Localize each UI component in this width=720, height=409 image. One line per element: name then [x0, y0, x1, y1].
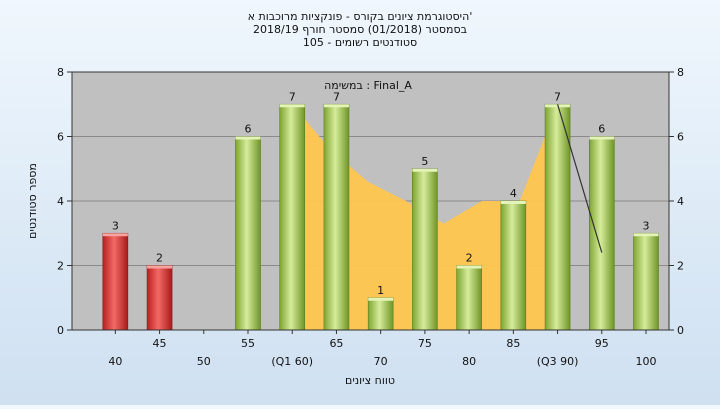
y-tick-label-left-1: 2 [57, 260, 64, 273]
x-tick-label-9: 85 [506, 337, 520, 350]
chart-title-line-3: סטודנטים רשומים - 105 [303, 36, 417, 49]
x-tick-label-8: 80 [462, 355, 476, 368]
bar-value-label-7: 5 [421, 155, 428, 168]
bar-cap-8 [456, 265, 482, 269]
bar-11 [588, 136, 615, 331]
bar-value-label-10: 7 [554, 90, 561, 103]
bar-cap-1 [147, 265, 173, 269]
trend-line [557, 104, 603, 253]
y-tick-label-right-3: 6 [677, 131, 684, 144]
bar-12 [633, 232, 659, 331]
bar-1 [146, 265, 173, 331]
x-tick-label-10: (Q3 90) [537, 355, 579, 368]
y-tick-label-left-3: 6 [57, 131, 64, 144]
y-tick-label-left-2: 4 [57, 195, 64, 208]
x-tick-label-7: 75 [418, 337, 432, 350]
bar-cap-9 [500, 201, 526, 204]
bar-6 [367, 297, 394, 331]
x-tick-label-6: 70 [374, 355, 388, 368]
x-tick-label-5: 65 [329, 337, 343, 350]
bar-value-label-9: 4 [510, 187, 517, 200]
x-tick-label-2: 50 [197, 355, 211, 368]
x-axis-label: טווח ציונים [345, 374, 395, 387]
bar-cap-6 [368, 297, 394, 301]
x-axis: 40 45 50 55 (Q1 60) 65 70 75 80 85 (Q3 90) 95 100 [108, 330, 657, 368]
bar-cap-7 [412, 168, 438, 172]
bar-value-label-12: 3 [643, 219, 650, 232]
y-tick-label-right-2: 4 [677, 195, 684, 208]
y-tick-label-right-1: 2 [677, 260, 684, 273]
bar-cap-4 [279, 104, 305, 108]
y-tick-label-left-4: 8 [57, 66, 64, 79]
bar-5 [323, 103, 350, 331]
bar-10 [544, 103, 571, 331]
x-tick-label-0: 40 [108, 355, 122, 368]
bar-3 [235, 136, 261, 331]
bar-cap-11 [589, 136, 615, 140]
bar-4 [279, 103, 306, 331]
bar-7 [412, 168, 438, 331]
bar-9 [500, 200, 527, 331]
y-axis-left: 0 2 4 6 8 [57, 66, 72, 337]
bar-value-label-0: 3 [112, 219, 119, 232]
bar-cap-0 [102, 233, 128, 237]
bar-cap-12 [633, 233, 659, 237]
x-tick-label-12: 100 [636, 355, 657, 368]
bar-value-label-4: 7 [289, 90, 296, 103]
y-axis-right: 0 2 4 6 8 [669, 66, 684, 337]
bars [102, 103, 659, 331]
x-tick-label-4: (Q1 60) [271, 355, 313, 368]
data-labels: 3 2 6 7 7 1 5 2 4 7 6 3 [112, 90, 650, 297]
bar-0 [102, 232, 129, 331]
bar-value-label-11: 6 [598, 123, 605, 136]
bar-cap-5 [323, 104, 349, 108]
bar-value-label-3: 6 [245, 123, 252, 136]
y-tick-label-right-4: 8 [677, 66, 684, 79]
y-tick-label-left-0: 0 [57, 324, 64, 337]
bar-value-label-6: 1 [377, 284, 384, 297]
trend-line-path [557, 104, 603, 253]
plot-label: במשימה : Final_A [324, 79, 412, 92]
bar-value-label-5: 7 [333, 90, 340, 103]
x-tick-label-3: 55 [241, 337, 255, 350]
bar-value-label-8: 2 [466, 252, 473, 265]
x-tick-label-11: 95 [595, 337, 609, 350]
bar-cap-3 [235, 136, 261, 140]
x-tick-label-1: 45 [153, 337, 167, 350]
y-tick-label-right-0: 0 [677, 324, 684, 337]
chart-title-line-2: בסמסטר (01/2018) סמסטר חורף 2018/19 [253, 23, 467, 36]
y-axis-label: מספר סטודנטים [26, 163, 39, 239]
bar-8 [456, 265, 482, 331]
chart-title-line-1: היסטוגרמת ציונים בקורס - פונקציות מרוכבו… [248, 10, 473, 23]
bar-value-label-1: 2 [156, 252, 163, 265]
